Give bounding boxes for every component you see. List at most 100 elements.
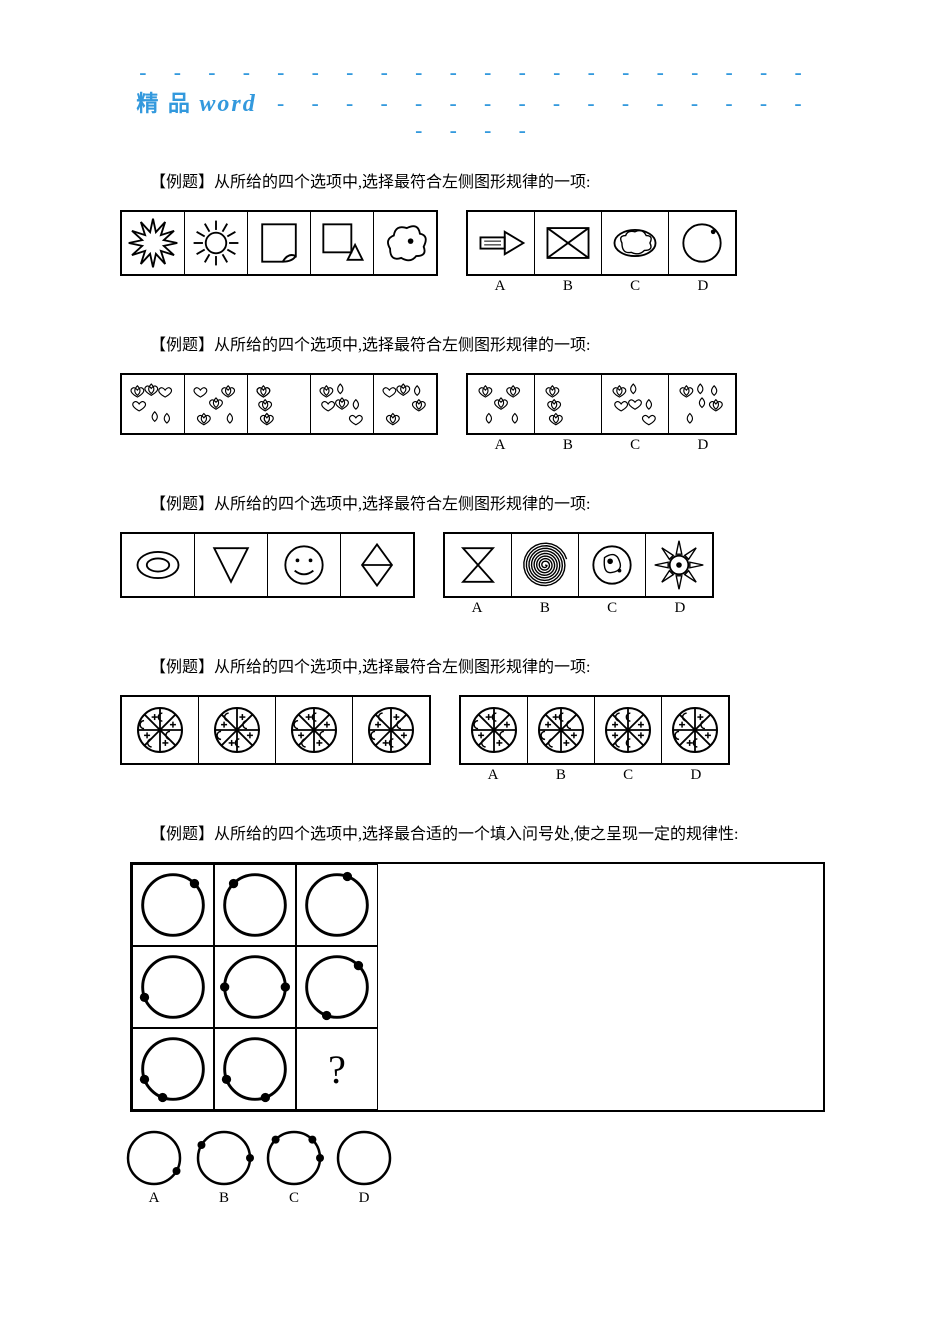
option-label: D [334,1190,394,1207]
q5-option: B [194,1128,254,1207]
q4-left-cell [353,697,429,763]
q5-grid-cell [132,864,214,946]
question-1-figures: A B C D [120,210,825,295]
q5-option: D [334,1128,394,1207]
option-label: B [556,767,566,784]
q1-left-cell [248,212,311,274]
option-label: C [623,767,633,784]
q5-grid: ? [130,862,825,1112]
q1-right-wrap: A B C D [466,210,737,295]
option-label: B [194,1190,254,1207]
question-4-prompt: 【例题】从所给的四个选项中,选择最符合左侧图形规律的一项: [150,653,825,677]
option-label: D [674,600,685,617]
page-header: - - - - - - - - - - - - - - - - - - - - … [120,60,825,144]
q5-grid-cell [132,946,214,1028]
q2-right-cell [535,375,602,433]
question-3: 【例题】从所给的四个选项中,选择最符合左侧图形规律的一项: A B C D [120,490,825,617]
question-2: 【例题】从所给的四个选项中,选择最符合左侧图形规律的一项: A B C D [120,331,825,454]
header-title-en: word [199,91,256,117]
q1-left-cell [311,212,374,274]
option-label: C [607,600,617,617]
q2-left-cell [374,375,436,433]
q5-grid-cell [214,946,296,1028]
q1-left-panel [120,210,438,276]
q5-grid-cell: ? [296,1028,378,1110]
q3-right-cell [579,534,646,596]
q1-left-cell [374,212,436,274]
option-label: C [630,437,640,454]
q4-left-cell [199,697,276,763]
q2-left-cell [311,375,374,433]
document-page: - - - - - - - - - - - - - - - - - - - - … [0,0,945,1337]
q4-right-cell [662,697,728,763]
q1-right-panel [466,210,737,276]
q2-left-cell [185,375,248,433]
option-label: C [630,278,640,295]
q5-option: C [264,1128,324,1207]
question-3-figures: A B C D [120,532,825,617]
q3-right-cell [646,534,712,596]
q2-right-wrap: A B C D [466,373,737,454]
q3-option-labels: A B C D [443,600,714,617]
q5-grid-cell [296,946,378,1028]
option-label: A [495,437,506,454]
q2-right-cell [669,375,735,433]
q4-right-wrap: A B C D [459,695,730,784]
question-2-prompt: 【例题】从所给的四个选项中,选择最符合左侧图形规律的一项: [150,331,825,355]
question-4-figures: A B C D [120,695,825,784]
question-1-prompt: 【例题】从所给的四个选项中,选择最符合左侧图形规律的一项: [150,168,825,192]
option-label: B [540,600,550,617]
option-label: B [563,437,573,454]
q2-option-labels: A B C D [466,437,737,454]
q1-right-cell [468,212,535,274]
q5-grid-cell [132,1028,214,1110]
q3-right-cell [512,534,579,596]
option-label: A [124,1190,184,1207]
option-label: D [697,278,708,295]
q4-left-panel [120,695,431,765]
option-label: D [690,767,701,784]
q1-right-cell [535,212,602,274]
q5-grid-wrap: ? ABCD [130,862,825,1207]
option-label: A [495,278,506,295]
question-5: 【例题】从所给的四个选项中,选择最合适的一个填入问号处,使之呈现一定的规律性: … [120,820,825,1207]
q4-left-cell [276,697,353,763]
q4-right-panel [459,695,730,765]
q3-right-cell [445,534,512,596]
q3-right-panel [443,532,714,598]
question-3-prompt: 【例题】从所给的四个选项中,选择最符合左侧图形规律的一项: [150,490,825,514]
q5-option: A [124,1128,184,1207]
q1-left-cell [122,212,185,274]
q3-left-cell [268,534,341,596]
dash-right: - - - - - - - - - - - - - - - - - - - - [257,92,809,144]
q3-right-wrap: A B C D [443,532,714,617]
question-1: 【例题】从所给的四个选项中,选择最符合左侧图形规律的一项: A B C D [120,168,825,295]
option-label: A [488,767,499,784]
dash-left: - - - - - - - - - - - - - - - - - - - - [136,61,809,86]
q5-grid-cell [214,1028,296,1110]
q2-left-cell [122,375,185,433]
question-4: 【例题】从所给的四个选项中,选择最符合左侧图形规律的一项: A B C D [120,653,825,784]
q4-right-cell [595,697,662,763]
question-2-figures: A B C D [120,373,825,454]
option-label: B [563,278,573,295]
option-label: A [472,600,483,617]
q4-option-labels: A B C D [459,767,730,784]
q2-right-cell [602,375,669,433]
q5-grid-cell [296,864,378,946]
q2-right-cell [468,375,535,433]
option-label: D [697,437,708,454]
q5-options: ABCD [124,1128,825,1207]
option-label: C [264,1190,324,1207]
header-title-cn: 精 品 [136,91,192,116]
q1-option-labels: A B C D [466,278,737,295]
q1-left-cell [185,212,248,274]
q2-right-panel [466,373,737,435]
q4-left-cell [122,697,199,763]
q3-left-cell [341,534,413,596]
q2-left-panel [120,373,438,435]
q1-right-cell [669,212,735,274]
question-5-prompt: 【例题】从所给的四个选项中,选择最合适的一个填入问号处,使之呈现一定的规律性: [150,820,825,844]
q4-right-cell [528,697,595,763]
q1-right-cell [602,212,669,274]
